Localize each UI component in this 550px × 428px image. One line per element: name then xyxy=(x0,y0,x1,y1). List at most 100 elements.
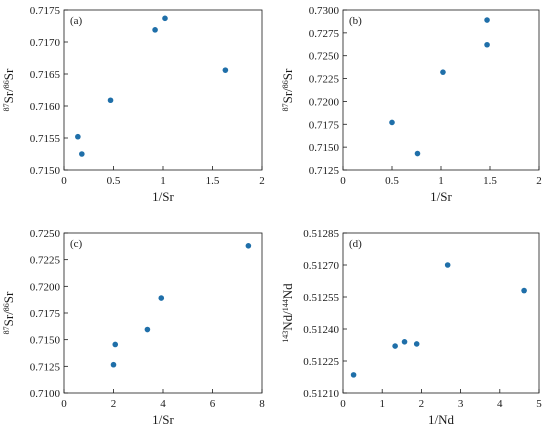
y-tick-label: 0.7250 xyxy=(309,51,340,63)
data-point xyxy=(152,27,158,33)
x-tick-label: 0.5 xyxy=(385,175,399,187)
y-tick-label: 0.7150 xyxy=(309,142,340,154)
plot-frame xyxy=(342,232,540,394)
y-tick-label: 0.51255 xyxy=(303,292,339,304)
x-tick-label: 8 xyxy=(259,398,265,410)
y-axis-title-text: Nd xyxy=(280,283,295,299)
y-axis-title: 87Sr/86Sr xyxy=(280,68,295,111)
data-point xyxy=(444,262,451,268)
y-axis-title: 87Sr/86Sr xyxy=(1,68,16,111)
x-axis-title: 1/Sr xyxy=(152,189,174,204)
panel-label: (d) xyxy=(349,238,362,250)
x-tick-label: 2 xyxy=(259,175,265,187)
y-tick-label: 0.7175 xyxy=(30,308,61,320)
y-axis-title-superscript: 87 xyxy=(2,326,11,334)
panel-4: 0 1 2 3 4 5 0.51210 0.51225 0.51240 0.51255 0.5127… xyxy=(280,228,542,427)
data-point xyxy=(222,67,229,73)
x-tick-label: 4 xyxy=(497,398,503,410)
y-tick-label: 0.51225 xyxy=(303,356,339,368)
data-point xyxy=(521,287,527,294)
panel-label: (b) xyxy=(349,15,362,27)
y-tick-label: 0.7300 xyxy=(309,5,340,17)
y-axis-title-superscript: 87 xyxy=(281,103,290,111)
data-point xyxy=(245,243,252,249)
y-tick-label: 0.7200 xyxy=(309,96,340,108)
data-point xyxy=(350,372,357,378)
y-tick-label: 0.7125 xyxy=(309,165,340,177)
y-axis-title-superscript: 143 xyxy=(281,331,290,343)
data-point xyxy=(401,339,408,345)
y-tick-label: 0.7175 xyxy=(309,119,340,131)
plot-frame xyxy=(342,9,540,171)
x-tick-label: 0.5 xyxy=(107,175,121,187)
y-axis-title-superscript: 144 xyxy=(281,299,290,311)
x-axis-title: 1/Sr xyxy=(152,412,174,427)
y-tick-label: 0.7155 xyxy=(30,133,61,145)
panel-2: 0 0.5 1 1.5 2 0.7125 0.7150 0.7175 0.7200 0.7225 0… xyxy=(280,5,542,204)
data-point xyxy=(112,341,119,348)
y-tick-label: 0.7275 xyxy=(309,28,340,40)
panel-label: (c) xyxy=(70,238,83,250)
data-point xyxy=(158,295,165,301)
y-axis-title-superscript: 86 xyxy=(2,303,11,311)
x-tick-label: 0 xyxy=(340,398,346,410)
y-axis-title-text: Sr xyxy=(1,291,16,303)
data-point xyxy=(389,119,395,126)
y-tick-label: 0.51240 xyxy=(303,324,339,336)
x-axis-title: 1/Nd xyxy=(428,412,455,427)
y-tick-label: 0.7225 xyxy=(30,255,61,267)
x-tick-label: 6 xyxy=(210,398,216,410)
data-point xyxy=(144,326,151,333)
y-axis-title-text: Sr/ xyxy=(1,311,16,327)
x-tick-label: 2 xyxy=(419,398,425,410)
data-point xyxy=(107,97,114,104)
x-tick-label: 2 xyxy=(111,398,117,410)
x-axis-title: 1/Sr xyxy=(430,189,452,204)
x-tick-label: 2 xyxy=(536,175,542,187)
x-tick-label: 1 xyxy=(160,175,166,187)
y-axis-title: 143Nd/144Nd xyxy=(280,283,295,343)
data-point xyxy=(440,69,446,75)
y-axis-title-text: Nd/ xyxy=(280,311,295,331)
y-tick-label: 0.7175 xyxy=(30,5,61,17)
y-tick-label: 0.7165 xyxy=(30,69,61,81)
x-tick-label: 0 xyxy=(61,398,67,410)
x-tick-label: 1 xyxy=(379,398,385,410)
plot-frame xyxy=(63,232,263,394)
panel-label: (a) xyxy=(70,15,83,27)
x-tick-label: 0 xyxy=(340,175,346,187)
y-tick-label: 0.7100 xyxy=(30,388,61,400)
y-tick-label: 0.7150 xyxy=(30,335,61,347)
y-tick-label: 0.7225 xyxy=(309,74,340,86)
y-tick-label: 0.7150 xyxy=(30,165,61,177)
y-axis-title-text: Sr xyxy=(280,68,295,80)
panel-1: 0 0.5 1 1.5 2 0.7150 0.7155 0.7160 0.7165 0.7170 0… xyxy=(1,5,265,204)
y-tick-label: 0.7125 xyxy=(30,361,61,373)
data-point xyxy=(110,361,117,368)
data-point xyxy=(413,341,420,347)
data-point xyxy=(75,133,81,140)
y-tick-label: 0.51210 xyxy=(303,388,339,400)
y-tick-label: 0.51285 xyxy=(303,228,339,240)
y-tick-label: 0.7170 xyxy=(30,37,61,49)
y-tick-label: 0.7160 xyxy=(30,101,61,113)
x-tick-label: 1.5 xyxy=(206,175,220,187)
x-tick-label: 3 xyxy=(458,398,464,410)
data-point xyxy=(162,15,168,22)
data-point xyxy=(484,17,490,23)
y-axis-title-text: Sr xyxy=(1,68,16,80)
data-point xyxy=(484,41,490,48)
y-axis-title-text: Sr/ xyxy=(1,88,16,104)
y-axis-title-superscript: 86 xyxy=(2,80,11,88)
x-tick-label: 4 xyxy=(160,398,166,410)
panel-3: 0 2 4 6 8 0.7100 0.7125 0.7150 0.7175 0.7200 0.722… xyxy=(1,228,265,427)
y-axis-title-superscript: 86 xyxy=(281,80,290,88)
x-tick-label: 1.5 xyxy=(483,175,497,187)
data-point xyxy=(392,343,398,349)
y-axis-title-text: Sr/ xyxy=(280,88,295,104)
data-point xyxy=(79,151,85,157)
y-axis-title: 87Sr/86Sr xyxy=(1,291,16,334)
x-tick-label: 5 xyxy=(536,398,542,410)
y-tick-label: 0.7250 xyxy=(30,228,61,240)
